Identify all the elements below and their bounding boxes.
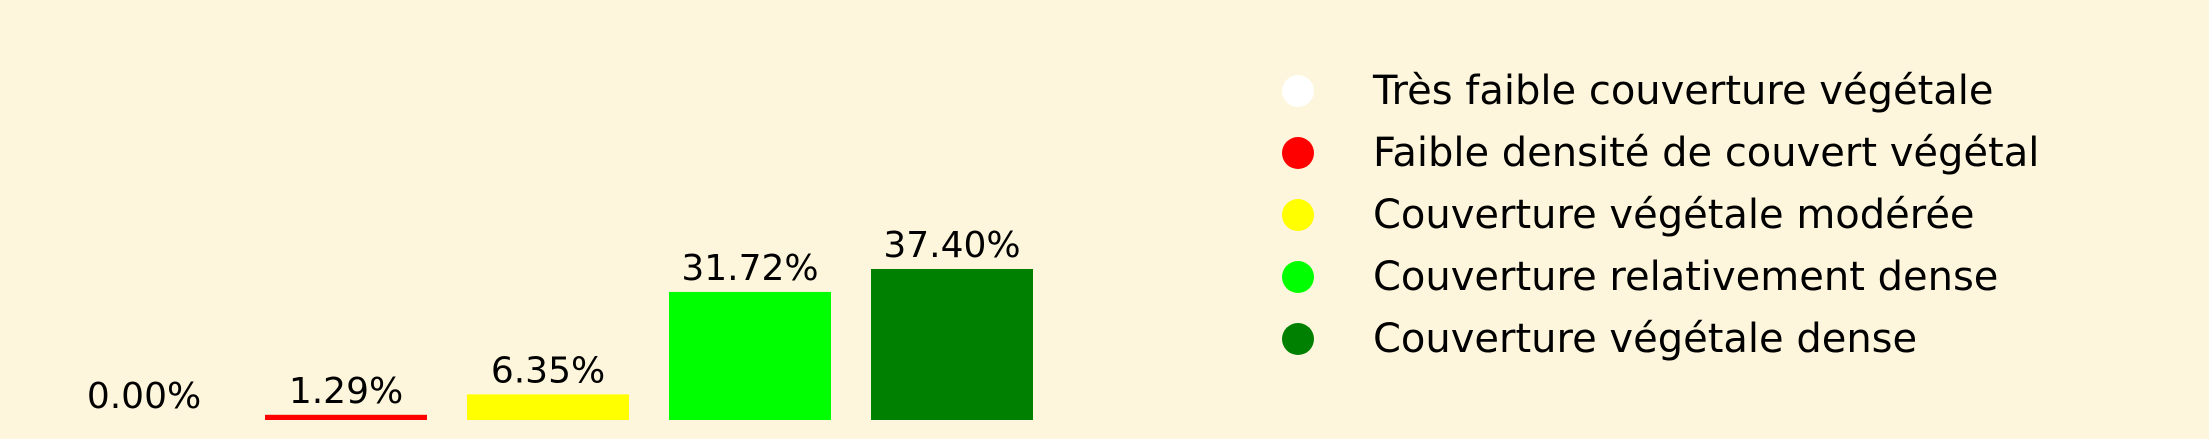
bar-4 bbox=[669, 291, 831, 420]
legend-marker-3 bbox=[1282, 199, 1314, 231]
bar-5 bbox=[871, 269, 1033, 420]
legend-marker-4 bbox=[1282, 261, 1314, 293]
value-label-group: 0.00% 1.29% 6.35% 31.72% 37.40% bbox=[87, 225, 1021, 417]
legend-marker-5 bbox=[1282, 323, 1314, 355]
value-label-3: 6.35% bbox=[491, 350, 605, 391]
legend-label-1: Très faible couverture végétale bbox=[1372, 68, 1994, 114]
bar-3 bbox=[467, 394, 629, 420]
legend-marker-1 bbox=[1282, 75, 1314, 107]
value-label-2: 1.29% bbox=[289, 371, 403, 412]
legend-label-4: Couverture relativement dense bbox=[1373, 254, 1998, 300]
legend-label-2: Faible densité de couvert végétal bbox=[1373, 130, 2039, 176]
legend-label-3: Couverture végétale modérée bbox=[1373, 192, 1975, 238]
legend: Très faible couverture végétale Faible de… bbox=[1282, 68, 2039, 362]
legend-marker-2 bbox=[1282, 137, 1314, 169]
value-label-5: 37.40% bbox=[883, 225, 1020, 266]
legend-label-5: Couverture végétale dense bbox=[1373, 316, 1917, 362]
value-label-1: 0.00% bbox=[87, 376, 201, 417]
value-label-4: 31.72% bbox=[681, 248, 818, 289]
bar-group bbox=[265, 269, 1033, 420]
bar-2 bbox=[265, 414, 427, 420]
